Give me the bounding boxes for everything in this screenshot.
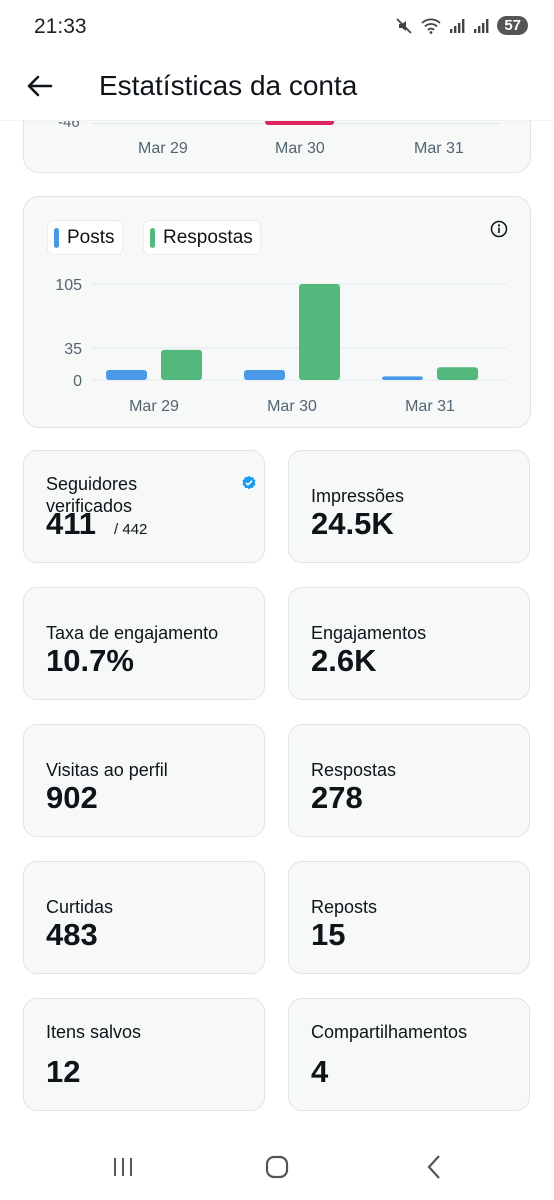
bar-chart: 0 35 105 Mar 29 Mar 30 Mar 31	[55, 277, 506, 415]
stat-label: Engajamentos	[311, 623, 427, 643]
stat-card-reposts[interactable]: Reposts 15	[288, 861, 530, 974]
x-tick-label: Mar 30	[267, 398, 317, 415]
legend-swatch	[150, 227, 155, 248]
home-icon	[265, 1155, 289, 1179]
stat-card-engajamentos[interactable]: Engajamentos 2.6K	[288, 587, 530, 700]
bar-posts[interactable]	[244, 369, 285, 380]
y-tick-label: 35	[64, 341, 82, 358]
legend-label: Posts	[67, 226, 115, 248]
x-tick-label: Mar 30	[275, 140, 325, 157]
stat-label: Impressões	[311, 486, 405, 506]
stat-label: Reposts	[311, 897, 378, 917]
chevron-left-icon	[427, 1155, 440, 1179]
stat-value: 278	[311, 780, 363, 815]
stat-card-visitas-ao-perfil[interactable]: Visitas ao perfil 902	[23, 724, 265, 837]
stat-card-compartilhamentos[interactable]: Compartilhamentos 4	[288, 998, 530, 1111]
chart-bar	[265, 120, 334, 125]
bar-respostas[interactable]	[437, 367, 478, 380]
stat-value: 483	[46, 917, 98, 952]
stat-card-itens-salvos[interactable]: Itens salvos 12	[23, 998, 265, 1111]
signal-icon	[450, 18, 465, 33]
status-bar: 21:33 57	[0, 0, 554, 58]
x-tick-label: Mar 31	[414, 140, 464, 157]
stat-label: Visitas ao perfil	[46, 760, 168, 780]
recents-button[interactable]	[103, 1152, 143, 1182]
mute-icon	[396, 17, 412, 34]
stat-value: 15	[311, 917, 346, 952]
stat-value: 902	[46, 780, 98, 815]
stat-subvalue: / 442	[114, 521, 148, 538]
status-time: 21:33	[34, 15, 87, 38]
stat-value: 12	[46, 1054, 81, 1089]
recents-icon	[114, 1158, 132, 1176]
wifi-icon	[421, 18, 441, 34]
info-icon[interactable]	[490, 220, 508, 238]
stat-value-number: 411	[46, 506, 97, 541]
stat-card-respostas[interactable]: Respostas 278	[288, 724, 530, 837]
home-button[interactable]	[257, 1152, 297, 1182]
stat-value: 4	[311, 1054, 329, 1089]
stat-value: 411 / 442	[46, 506, 147, 542]
legend-swatch	[54, 227, 59, 248]
signal-icon	[474, 18, 489, 33]
bar-respostas[interactable]	[299, 284, 340, 380]
stat-value: 2.6K	[311, 643, 377, 678]
stat-card-impressoes[interactable]: Impressões 24.5K	[288, 450, 530, 563]
y-tick-label: 0	[73, 373, 82, 390]
bar-posts[interactable]	[106, 369, 147, 380]
bar-respostas[interactable]	[161, 349, 202, 380]
x-tick-label: Mar 29	[138, 140, 188, 157]
stat-card-seguidores-verificados[interactable]: Seguidores verificados 411 / 442	[23, 450, 265, 563]
posts-replies-chart-card: Posts Respostas 0 35 105 Mar 29 Mar 30 Mar 31	[23, 196, 531, 428]
legend-label: Respostas	[163, 226, 253, 248]
system-back-button[interactable]	[414, 1152, 454, 1182]
back-button[interactable]	[24, 70, 56, 102]
app-header: Estatísticas da conta	[0, 58, 554, 121]
legend-item-posts[interactable]: Posts	[47, 220, 123, 255]
stat-value: 10.7%	[46, 643, 134, 678]
system-nav-bar	[0, 1132, 554, 1200]
status-icons: 57	[395, 16, 528, 35]
y-tick-label: 105	[55, 277, 82, 294]
stat-label: Compartilhamentos	[311, 1022, 468, 1042]
stat-label: Curtidas	[46, 897, 114, 917]
stat-label: Itens salvos	[46, 1022, 142, 1042]
stat-card-taxa-de-engajamento[interactable]: Taxa de engajamento 10.7%	[23, 587, 265, 700]
x-tick-label: Mar 31	[405, 398, 455, 415]
stat-value: 24.5K	[311, 506, 394, 541]
verified-badge-icon	[242, 475, 256, 490]
legend-item-respostas[interactable]: Respostas	[143, 220, 261, 255]
x-tick-label: Mar 29	[129, 398, 179, 415]
page-title: Estatísticas da conta	[99, 70, 358, 101]
arrow-left-icon	[27, 75, 53, 97]
battery-indicator: 57	[497, 16, 528, 35]
stat-label: Taxa de engajamento	[46, 623, 219, 643]
bar-posts[interactable]	[382, 376, 423, 380]
stat-label: Seguidores verificados	[46, 474, 138, 516]
stat-card-curtidas[interactable]: Curtidas 483	[23, 861, 265, 974]
stat-label: Respostas	[311, 760, 397, 780]
